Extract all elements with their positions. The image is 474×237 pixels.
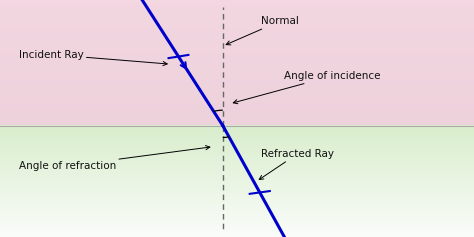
- Text: Incident Ray: Incident Ray: [19, 50, 167, 66]
- Text: Normal: Normal: [226, 16, 299, 45]
- Text: Angle of incidence: Angle of incidence: [233, 71, 381, 104]
- Text: Refracted Ray: Refracted Ray: [259, 149, 334, 179]
- Text: Angle of refraction: Angle of refraction: [19, 146, 210, 171]
